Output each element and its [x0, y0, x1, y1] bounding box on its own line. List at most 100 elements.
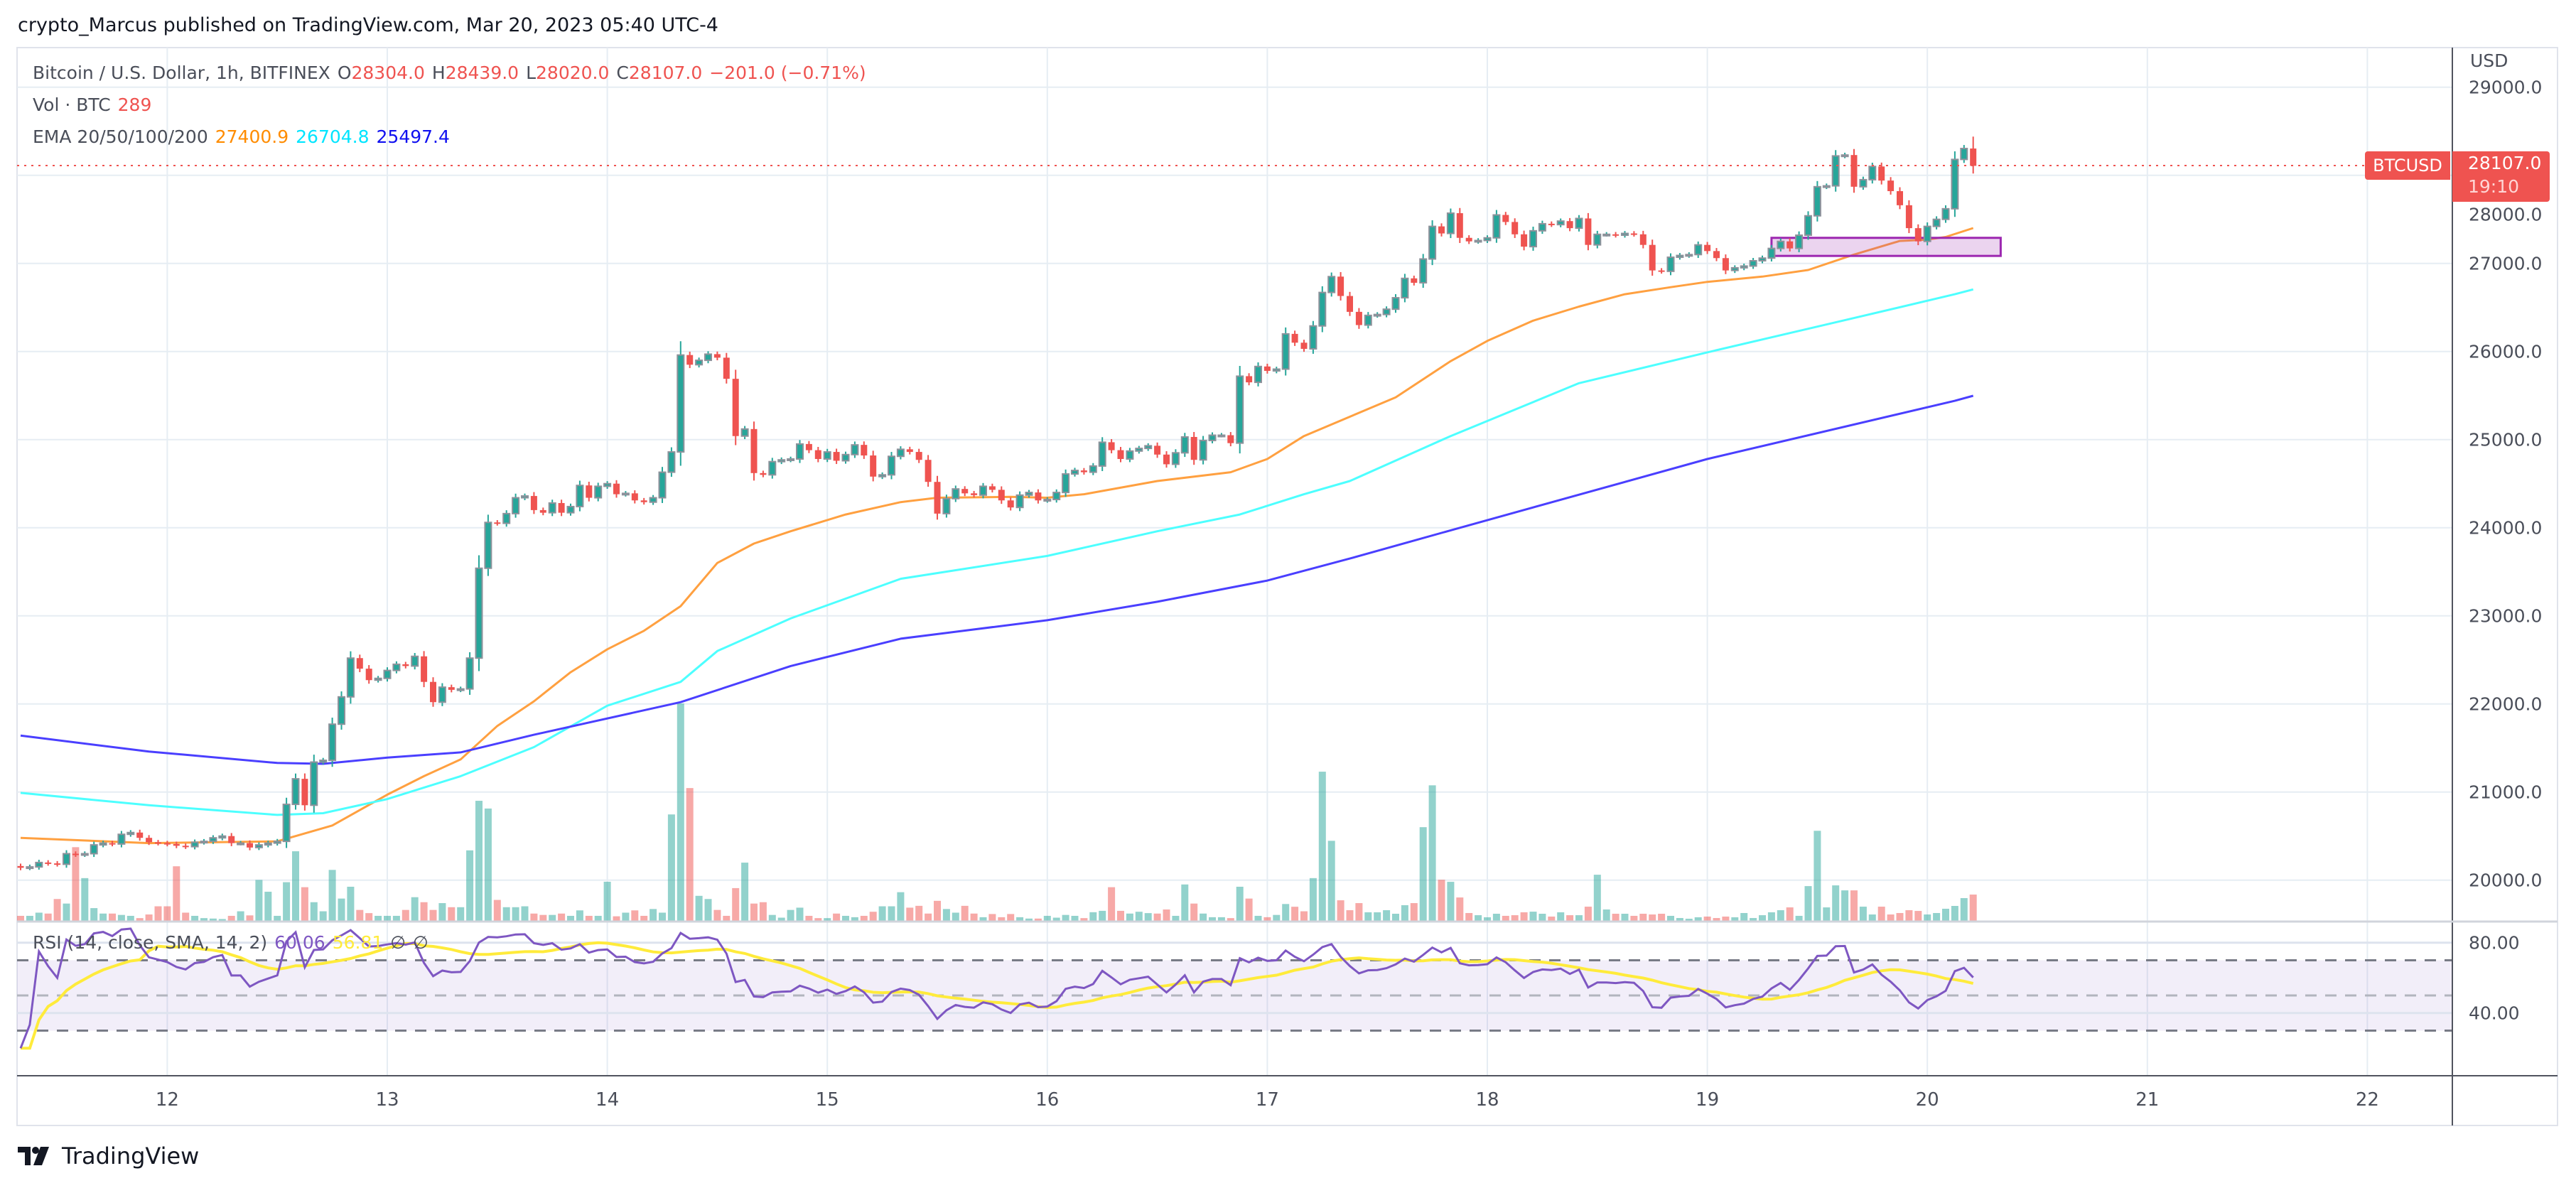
volume-bar [1300, 911, 1308, 921]
candle-body [54, 863, 61, 865]
volume-bar [1859, 907, 1867, 921]
candle [247, 840, 253, 850]
volume-bar [173, 866, 180, 921]
candle-body [328, 723, 337, 762]
tradingview-logo[interactable]: TradingView [18, 1143, 199, 1170]
candle-body [915, 452, 922, 460]
currency-label[interactable]: USD [2470, 50, 2508, 71]
volume-bar [1190, 903, 1198, 921]
candle [1612, 232, 1620, 238]
publish-title: crypto_Marcus published on TradingView.c… [18, 14, 718, 36]
volume-bar [942, 909, 950, 921]
candle [1419, 254, 1428, 288]
candle [383, 667, 392, 682]
candle-body [72, 853, 79, 855]
candle [870, 450, 877, 482]
volume-bar [1089, 912, 1097, 921]
candle [925, 455, 932, 487]
candle [841, 451, 850, 464]
candle [155, 840, 161, 846]
volume-bar [1520, 912, 1528, 921]
volume-bar [1832, 885, 1840, 921]
volume-bar [732, 887, 740, 921]
price-tick: 29000.0 [2469, 77, 2543, 98]
candle [1970, 136, 1977, 174]
candle [465, 652, 474, 695]
candle [1208, 432, 1217, 443]
time-tick: 19 [1696, 1089, 1720, 1111]
volume-bar [1612, 914, 1620, 921]
candle [1841, 152, 1849, 158]
support-zone [1770, 237, 2002, 257]
volume-bar [851, 917, 858, 921]
ema-legend[interactable]: EMA 20/50/100/200 27400.9 26704.8 25497.4 [33, 126, 457, 147]
zone-layer[interactable] [1770, 237, 2002, 257]
time-tick: 18 [1475, 1089, 1499, 1111]
candle [915, 448, 922, 463]
candle-body [182, 846, 189, 848]
candle-body [942, 497, 951, 514]
candle-body [896, 448, 905, 458]
volume-bar [411, 897, 419, 921]
candle [539, 507, 546, 516]
candle-body [35, 861, 43, 868]
symbol-price-tag: BTCUSD [2365, 151, 2450, 180]
candle [1062, 469, 1070, 497]
candle-body [649, 497, 657, 503]
candle [1382, 306, 1391, 318]
candle-body [374, 677, 382, 681]
time-tick: 21 [2135, 1089, 2160, 1111]
candle-body [1804, 215, 1812, 237]
candle [1593, 230, 1602, 249]
volume-bar [1364, 912, 1372, 921]
candle-body [1914, 228, 1922, 242]
high-value: 28439.0 [445, 63, 519, 83]
candle-body [952, 488, 960, 500]
candle [1483, 235, 1492, 244]
candle-body [109, 843, 116, 845]
candle [1556, 218, 1565, 227]
candle [1795, 231, 1804, 252]
volume-bar [1649, 914, 1656, 921]
candle-body [1730, 266, 1739, 271]
rsi-tick: 80.00 [2469, 932, 2520, 954]
candle-body [1740, 265, 1748, 269]
volume-bar [72, 847, 80, 921]
candle [833, 448, 840, 465]
candles [17, 136, 1977, 870]
open-value: 28304.0 [351, 63, 425, 83]
candle-body [1401, 277, 1409, 299]
candle [1456, 207, 1463, 244]
candle-body [1511, 222, 1519, 234]
candle-body [1694, 244, 1703, 256]
candle [760, 470, 767, 477]
candle-body [301, 779, 308, 806]
volume-bar [1227, 918, 1234, 921]
candle-body [1052, 492, 1061, 501]
rsi-legend[interactable]: RSI (14, close, SMA, 14, 2) 60.06 56.81 ∅ ∅ [33, 932, 436, 953]
volume-bar [1438, 880, 1445, 921]
candle-body [346, 657, 355, 698]
candle [173, 841, 180, 848]
candle-body [456, 688, 465, 691]
candle [1281, 327, 1290, 376]
volume-legend[interactable]: Vol · BTC 289 [33, 94, 158, 115]
candle-body [1676, 254, 1684, 259]
volume-bar [549, 914, 556, 921]
candle [356, 654, 363, 672]
candle [1052, 489, 1061, 503]
close-label: C [616, 63, 629, 83]
candle [402, 662, 409, 669]
volume-bar [1841, 890, 1849, 921]
symbol-legend[interactable]: Bitcoin / U.S. Dollar, 1h, BITFINEX O2830… [33, 63, 873, 83]
volume-bar [182, 912, 190, 921]
volume-bar [897, 892, 905, 921]
candle [448, 684, 455, 693]
candle-body [1474, 239, 1482, 243]
candle-body [383, 669, 392, 679]
candle [768, 458, 777, 479]
candle-body [888, 455, 895, 476]
candle-body [1163, 454, 1170, 465]
volume-bar [264, 892, 272, 921]
